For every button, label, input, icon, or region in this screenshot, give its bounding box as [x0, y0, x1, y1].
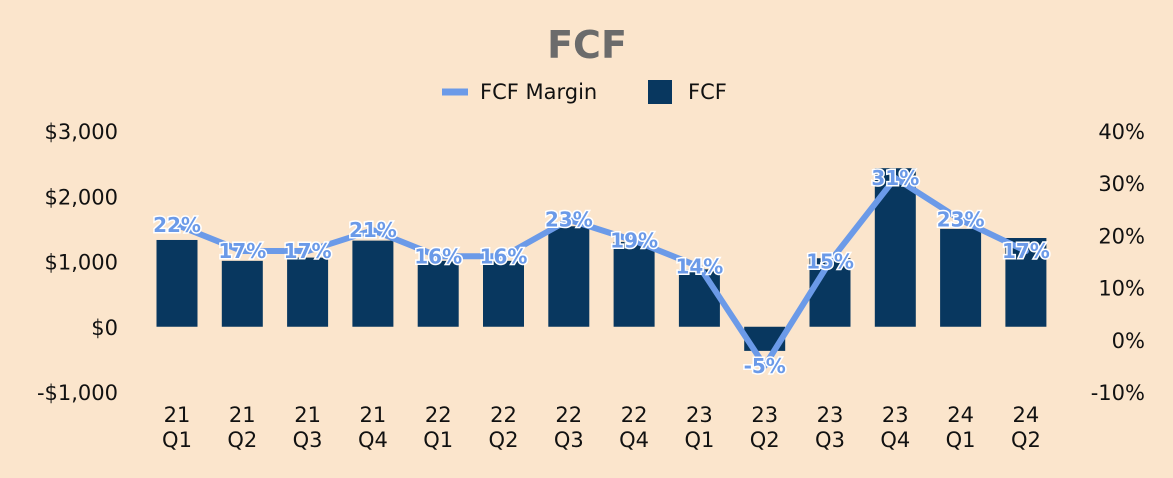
legend-bar-swatch — [648, 80, 672, 104]
fcf-margin-label: 16% — [414, 244, 462, 268]
right-tick-label: 0% — [1112, 329, 1145, 353]
legend-fcf: FCF — [688, 80, 727, 104]
left-tick-label: $0 — [91, 316, 118, 340]
category-year-label: 21 — [164, 403, 191, 427]
fcf-bar — [352, 240, 394, 327]
fcf-margin-label: 14% — [675, 255, 723, 279]
category-quarter-label: Q4 — [880, 428, 910, 452]
category-year-label: 24 — [1013, 403, 1040, 427]
category-quarter-label: Q2 — [1011, 428, 1041, 452]
category-quarter-label: Q1 — [162, 428, 192, 452]
fcf-margin-label: -5% — [744, 354, 786, 378]
right-tick-label: -10% — [1091, 381, 1145, 405]
fcf-bar — [940, 228, 982, 327]
fcf-margin-label: 23% — [937, 208, 985, 232]
category-year-label: 21 — [360, 403, 387, 427]
category-year-label: 22 — [555, 403, 582, 427]
category-year-label: 23 — [751, 403, 778, 427]
category-quarter-label: Q2 — [489, 428, 519, 452]
left-tick-label: $3,000 — [45, 120, 118, 144]
category-year-label: 21 — [294, 403, 321, 427]
fcf-margin-label: 21% — [349, 218, 397, 242]
category-year-label: 22 — [425, 403, 452, 427]
category-year-label: 23 — [686, 403, 713, 427]
fcf-bar — [548, 226, 590, 327]
category-quarter-label: Q2 — [750, 428, 780, 452]
right-tick-label: 40% — [1098, 120, 1145, 144]
fcf-margin-label: 17% — [218, 239, 266, 263]
category-year-label: 22 — [621, 403, 648, 427]
category-quarter-label: Q4 — [358, 428, 388, 452]
fcf-margin-label: 16% — [480, 244, 528, 268]
category-year-label: 24 — [947, 403, 974, 427]
category-quarter-label: Q2 — [227, 428, 257, 452]
category-labels: 21Q121Q221Q321Q422Q122Q222Q322Q423Q123Q2… — [162, 403, 1041, 452]
fcf-margin-label: 23% — [545, 208, 593, 232]
fcf-margin-line — [174, 174, 1029, 369]
category-quarter-label: Q3 — [815, 428, 845, 452]
fcf-bar — [156, 239, 198, 327]
fcf-bars — [156, 168, 1047, 351]
fcf-margin-label: 19% — [610, 229, 658, 253]
fcf-bar — [417, 260, 459, 327]
category-year-label: 22 — [490, 403, 517, 427]
fcf-bar — [287, 257, 329, 327]
right-tick-label: 20% — [1098, 224, 1145, 248]
category-year-label: 21 — [229, 403, 256, 427]
fcf-margin-label: 31% — [871, 166, 919, 190]
category-year-label: 23 — [817, 403, 844, 427]
fcf-margin-labels: 22% 17% 17% 21% 16% 16% 23% 19% 14% -5% 15% 31% 23% 1… — [152, 164, 1052, 379]
fcf-bar — [483, 260, 524, 327]
fcf-margin-label: 22% — [153, 213, 201, 237]
category-quarter-label: Q1 — [684, 428, 714, 452]
category-quarter-label: Q3 — [293, 428, 323, 452]
category-year-label: 23 — [882, 403, 909, 427]
fcf-bar — [221, 260, 263, 327]
fcf-bar — [809, 258, 851, 327]
fcf-bar — [678, 269, 720, 327]
left-tick-label: -$1,000 — [37, 381, 118, 405]
category-quarter-label: Q1 — [423, 428, 453, 452]
legend-fcf-margin: FCF Margin — [480, 80, 597, 104]
fcf-margin-label: 17% — [284, 239, 332, 263]
right-axis-ticks: 40% 30% 20% 10% 0% -10% — [1091, 120, 1145, 405]
category-quarter-label: Q1 — [946, 428, 976, 452]
right-tick-label: 10% — [1098, 277, 1145, 301]
right-tick-label: 30% — [1098, 172, 1145, 196]
fcf-margin-polyline — [174, 174, 1029, 369]
fcf-margin-label: 17% — [1002, 239, 1050, 263]
legend: FCF Margin FCF — [442, 80, 727, 104]
chart-title: FCF — [547, 23, 627, 67]
category-quarter-label: Q4 — [619, 428, 649, 452]
category-quarter-label: Q3 — [554, 428, 584, 452]
fcf-margin-label: 15% — [806, 250, 854, 274]
left-axis-ticks: $3,000 $2,000 $1,000 $0 -$1,000 — [37, 120, 118, 405]
left-tick-label: $1,000 — [45, 251, 118, 275]
left-tick-label: $2,000 — [45, 185, 118, 209]
fcf-bar — [613, 241, 655, 327]
